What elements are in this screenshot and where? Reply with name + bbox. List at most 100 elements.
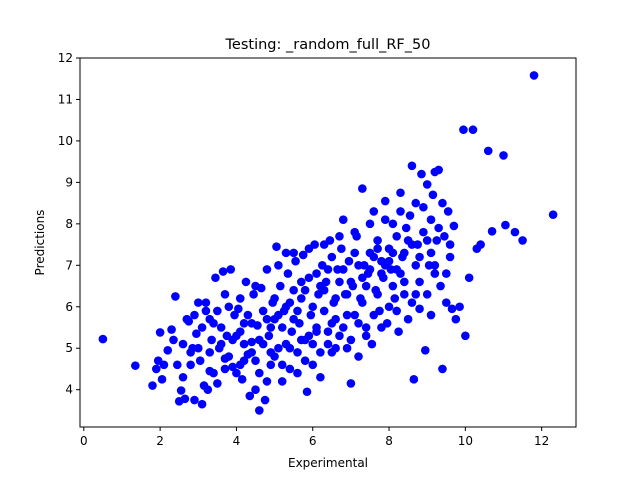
data-point bbox=[407, 298, 417, 307]
y-axis-label: Predictions bbox=[33, 210, 47, 276]
data-point bbox=[172, 360, 182, 370]
data-point bbox=[369, 207, 379, 216]
y-tick-label: 4 bbox=[65, 383, 73, 397]
data-point bbox=[415, 252, 424, 262]
data-point bbox=[436, 281, 445, 291]
data-point bbox=[419, 202, 428, 212]
data-point bbox=[193, 343, 203, 353]
data-point bbox=[392, 306, 401, 316]
data-point bbox=[266, 348, 276, 357]
data-point bbox=[205, 314, 215, 324]
data-point bbox=[346, 335, 356, 345]
data-point bbox=[455, 302, 464, 312]
data-point bbox=[451, 314, 461, 324]
data-point bbox=[518, 236, 527, 245]
data-point bbox=[401, 223, 411, 233]
data-point bbox=[319, 240, 329, 249]
data-point bbox=[277, 323, 287, 332]
data-point bbox=[289, 314, 298, 324]
y-tick-label: 6 bbox=[65, 300, 73, 314]
data-point bbox=[234, 304, 243, 314]
data-point bbox=[420, 346, 430, 355]
data-point bbox=[434, 223, 443, 233]
data-point bbox=[459, 125, 468, 135]
data-point bbox=[445, 252, 455, 262]
data-point bbox=[342, 343, 352, 353]
data-point bbox=[422, 236, 432, 245]
data-point bbox=[197, 323, 207, 332]
data-point bbox=[285, 364, 295, 374]
data-point bbox=[213, 306, 222, 316]
data-point bbox=[422, 290, 432, 299]
data-point bbox=[255, 368, 264, 378]
x-tick-label: 8 bbox=[385, 434, 393, 448]
data-point bbox=[510, 227, 520, 237]
data-point bbox=[308, 360, 318, 370]
y-tick-label: 5 bbox=[65, 341, 73, 355]
data-point bbox=[262, 265, 272, 274]
data-point bbox=[377, 269, 386, 278]
data-point bbox=[411, 198, 421, 208]
data-point bbox=[396, 207, 405, 216]
data-point bbox=[335, 231, 344, 241]
data-point bbox=[274, 310, 283, 320]
data-point bbox=[237, 375, 247, 384]
data-point bbox=[264, 331, 274, 341]
data-point bbox=[396, 188, 405, 198]
data-point bbox=[400, 290, 409, 299]
data-point bbox=[207, 335, 216, 345]
data-point bbox=[274, 343, 283, 353]
data-point bbox=[342, 310, 352, 320]
data-point bbox=[432, 236, 442, 245]
data-point bbox=[358, 184, 367, 193]
y-tick-label: 8 bbox=[65, 217, 73, 231]
data-point bbox=[289, 248, 298, 258]
data-point bbox=[213, 379, 222, 388]
data-point bbox=[426, 310, 436, 320]
data-point bbox=[178, 372, 188, 382]
data-point bbox=[193, 298, 203, 307]
data-point bbox=[298, 250, 308, 260]
data-point bbox=[445, 240, 455, 249]
data-point bbox=[285, 298, 295, 307]
data-point bbox=[323, 265, 333, 274]
y-tick-label: 12 bbox=[58, 51, 73, 65]
data-point bbox=[342, 290, 352, 299]
data-point bbox=[400, 277, 409, 287]
data-point bbox=[224, 352, 234, 361]
data-point bbox=[367, 339, 377, 349]
data-point bbox=[296, 335, 306, 345]
data-point bbox=[487, 227, 497, 236]
data-point bbox=[291, 256, 300, 266]
data-point bbox=[499, 151, 508, 160]
data-point bbox=[338, 215, 348, 224]
data-point bbox=[373, 236, 382, 245]
data-point bbox=[548, 210, 558, 220]
data-point bbox=[354, 352, 363, 361]
data-point bbox=[319, 306, 329, 316]
data-point bbox=[428, 190, 438, 200]
data-point bbox=[184, 316, 194, 326]
data-point bbox=[316, 372, 325, 382]
data-point bbox=[411, 261, 421, 270]
data-point bbox=[464, 273, 474, 283]
data-point bbox=[365, 265, 375, 274]
data-point bbox=[293, 306, 302, 316]
data-point bbox=[262, 377, 272, 386]
data-point bbox=[287, 327, 297, 336]
data-point bbox=[216, 323, 226, 332]
data-point bbox=[209, 368, 218, 378]
data-point bbox=[419, 227, 428, 237]
x-tick-label: 10 bbox=[458, 434, 473, 448]
data-point bbox=[197, 399, 207, 409]
data-point bbox=[186, 360, 195, 370]
x-axis: 0 2 4 6 8 10 12 bbox=[80, 427, 549, 448]
data-point bbox=[274, 261, 283, 270]
chart-title: Testing: _random_full_RF_50 bbox=[225, 37, 431, 53]
x-tick-label: 2 bbox=[156, 434, 164, 448]
x-tick-label: 4 bbox=[233, 434, 241, 448]
plot-frame bbox=[79, 57, 577, 428]
data-point bbox=[461, 331, 470, 341]
data-point bbox=[327, 252, 337, 262]
